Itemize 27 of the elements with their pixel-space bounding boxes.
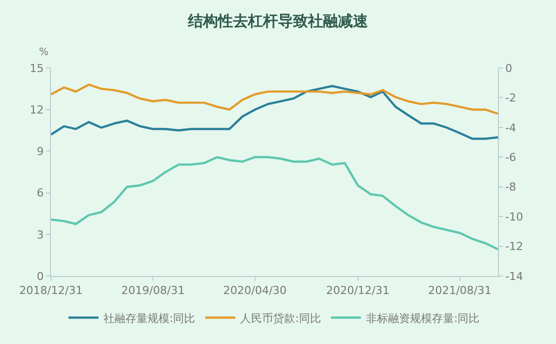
y2-tick-label: -14 bbox=[505, 270, 524, 283]
y2-tick-label: -12 bbox=[505, 240, 524, 254]
y2-tick-label: -4 bbox=[505, 121, 516, 134]
chart-title: 结构性去杠杆导致社融减速 bbox=[187, 12, 369, 30]
legend-label: 非标融资规模存量:同比 bbox=[366, 312, 480, 325]
x-tick-label: 2018/12/31 bbox=[19, 284, 83, 298]
legend-label: 人民币贷款:同比 bbox=[240, 312, 321, 325]
y-axis-title: % bbox=[39, 47, 49, 58]
y2-tick-label: -8 bbox=[505, 180, 516, 194]
y2-tick-label: 0 bbox=[505, 62, 512, 75]
y2-tick-label: -6 bbox=[505, 150, 516, 164]
y-tick-label: 6 bbox=[36, 186, 44, 200]
x-tick-label: 2019/08/31 bbox=[121, 284, 185, 298]
y-tick-label: 15 bbox=[30, 62, 44, 75]
y-tick-label: 3 bbox=[36, 228, 44, 242]
x-tick-label: 2020/04/30 bbox=[223, 284, 287, 298]
line-series bbox=[51, 84, 498, 115]
x-tick-label: 2021/08/31 bbox=[428, 284, 492, 298]
line-series bbox=[51, 156, 498, 250]
y-tick-label: 9 bbox=[36, 145, 44, 158]
line-series bbox=[51, 84, 498, 140]
y2-tick-label: -2 bbox=[505, 92, 516, 105]
x-tick-label: 2020/12/31 bbox=[326, 284, 390, 298]
y-tick-label: 12 bbox=[30, 103, 44, 116]
y-tick-label: 0 bbox=[36, 270, 44, 283]
legend-label: 社融存量规模:同比 bbox=[104, 312, 196, 325]
y2-tick-label: -10 bbox=[505, 210, 524, 224]
